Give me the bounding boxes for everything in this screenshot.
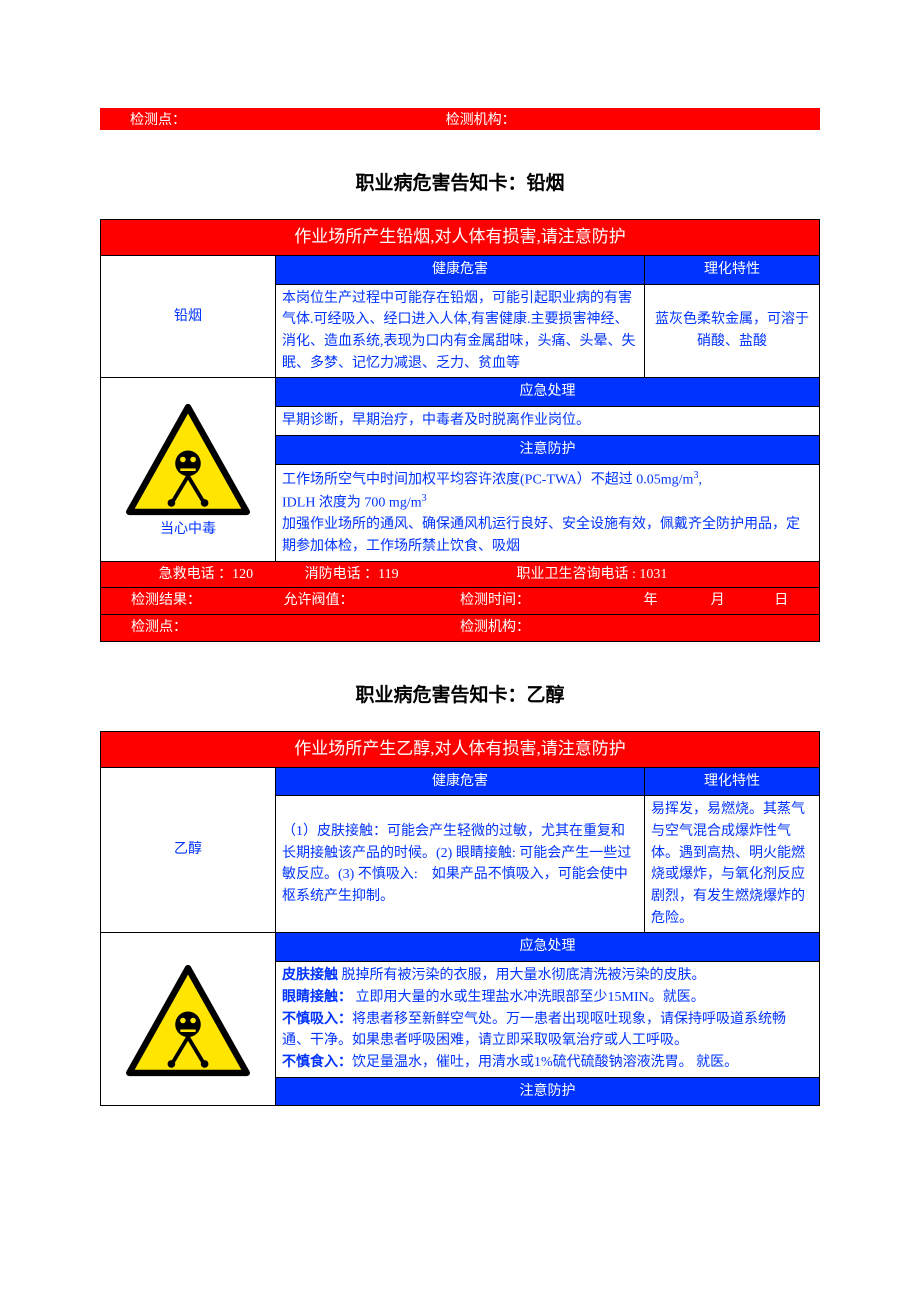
card2-health-header: 健康危害 xyxy=(276,767,645,796)
c2-skin-text: 脱掉所有被污染的衣服，用大量水彻底清洗被污染的皮肤。 xyxy=(338,968,706,983)
c2-inhale-label: 不慎吸入： xyxy=(282,1012,352,1027)
c2-inhale-text: 将患者移至新鲜空气处。万一患者出现呕吐现象，请保持呼吸道系统畅通、干净。如果患者… xyxy=(282,1012,786,1049)
card1-health-text: 本岗位生产过程中可能存在铅烟，可能引起职业病的有害气体.可经吸入、经口进入人体,… xyxy=(276,284,645,378)
card1-warn-label: 当心中毒 xyxy=(107,519,269,541)
card1-protect-header: 注意防护 xyxy=(276,435,820,464)
card1-emergency-text: 早期诊断，早期治疗，中毒者及时脱离作业岗位。 xyxy=(276,407,820,436)
card1-phone-row: 急救电话 ：120 消防电话 ：119 职业卫生咨询电话 : 1031 xyxy=(101,561,820,588)
card1-consult-phone: 职业卫生咨询电话 : 1031 xyxy=(516,564,813,586)
warning-triangle-icon xyxy=(123,963,253,1078)
card1-fire-phone: 消防电话 ：119 xyxy=(305,564,517,586)
c1-limit: 允许阀值： xyxy=(284,590,461,612)
card2-warning-cell xyxy=(101,933,276,1106)
card2-emergency-header: 应急处理 xyxy=(276,933,820,962)
card1-substance: 铅烟 xyxy=(101,256,276,378)
card1-banner: 作业场所产生铅烟,对人体有损害,请注意防护 xyxy=(101,220,820,256)
c2-ingest-label: 不慎食入： xyxy=(282,1055,352,1070)
c1-result: 检测结果： xyxy=(107,590,284,612)
c1-time: 检测时间： xyxy=(460,590,615,612)
top-point-label: 检测点： xyxy=(100,109,446,129)
c2-skin-label: 皮肤接触 xyxy=(282,968,338,983)
c1-bottom-point: 检测点： xyxy=(107,617,460,639)
c1-sup2: 3 xyxy=(422,493,427,504)
card2-emergency-text: 皮肤接触 脱掉所有被污染的衣服，用大量水彻底清洗被污染的皮肤。 眼睛接触： 立即… xyxy=(276,962,820,1077)
warning-triangle-icon xyxy=(123,402,253,517)
c2-eye-label: 眼睛接触： xyxy=(282,990,352,1005)
c1-prot-2a: IDLH 浓度为 700 mg/m xyxy=(282,496,422,511)
card1-table: 作业场所产生铅烟,对人体有损害,请注意防护 铅烟 健康危害 理化特性 本岗位生产… xyxy=(100,219,820,642)
card1-phys-header: 理化特性 xyxy=(644,256,819,285)
card1-bottom-row: 检测点： 检测机构： xyxy=(101,614,820,641)
c1-prot-1a: 工作场所空气中时间加权平均容许浓度(PC-TWA）不超过 0.05mg/m xyxy=(282,472,693,487)
top-agency-label: 检测机构： xyxy=(446,109,820,129)
c1-prot-rest: 加强作业场所的通风、确保通风机运行良好、安全设施有效，佩戴齐全防护用品，定期参加… xyxy=(282,517,800,554)
c1-day: 日 xyxy=(749,590,813,612)
card1-health-header: 健康危害 xyxy=(276,256,645,285)
card2-phys-text: 易挥发，易燃烧。其蒸气与空气混合成爆炸性气体。遇到高热、明火能燃烧或爆炸，与氧化… xyxy=(644,796,819,933)
c1-month: 月 xyxy=(686,590,750,612)
card2-protect-header: 注意防护 xyxy=(276,1077,820,1106)
card1-result-row: 检测结果： 允许阀值： 检测时间： 年 月 日 xyxy=(101,588,820,615)
card2-phys-header: 理化特性 xyxy=(644,767,819,796)
c2-eye-text: 立即用大量的水或生理盐水冲洗眼部至少15MIN。就医。 xyxy=(352,990,705,1005)
card2-health-text: （1）皮肤接触：可能会产生轻微的过敏，尤其在重复和长期接触该产品的时候。(2) … xyxy=(276,796,645,933)
c1-prot-1b: , xyxy=(698,472,702,487)
card2-table: 作业场所产生乙醇,对人体有损害,请注意防护 乙醇 健康危害 理化特性 （1）皮肤… xyxy=(100,731,820,1107)
card1-warning-cell: 当心中毒 xyxy=(101,378,276,561)
card1-emergency-phone: 急救电话 ：120 xyxy=(107,564,305,586)
card1-title: 职业病危害告知卡：铅烟 xyxy=(100,168,820,195)
c1-year: 年 xyxy=(615,590,686,612)
card1-emergency-header: 应急处理 xyxy=(276,378,820,407)
card2-banner: 作业场所产生乙醇,对人体有损害,请注意防护 xyxy=(101,731,820,767)
card2-title: 职业病危害告知卡：乙醇 xyxy=(100,680,820,707)
card2-substance: 乙醇 xyxy=(101,767,276,933)
card1-phys-text: 蓝灰色柔软金属，可溶于硝酸、盐酸 xyxy=(644,284,819,378)
card1-protect-text: 工作场所空气中时间加权平均容许浓度(PC-TWA）不超过 0.05mg/m3, … xyxy=(276,464,820,561)
c1-bottom-agency: 检测机构： xyxy=(460,617,813,639)
top-detection-bar: 检测点： 检测机构： xyxy=(100,108,820,130)
c2-ingest-text: 饮足量温水，催吐，用清水或1%硫代硫酸钠溶液洗胃。 就医。 xyxy=(352,1055,738,1070)
